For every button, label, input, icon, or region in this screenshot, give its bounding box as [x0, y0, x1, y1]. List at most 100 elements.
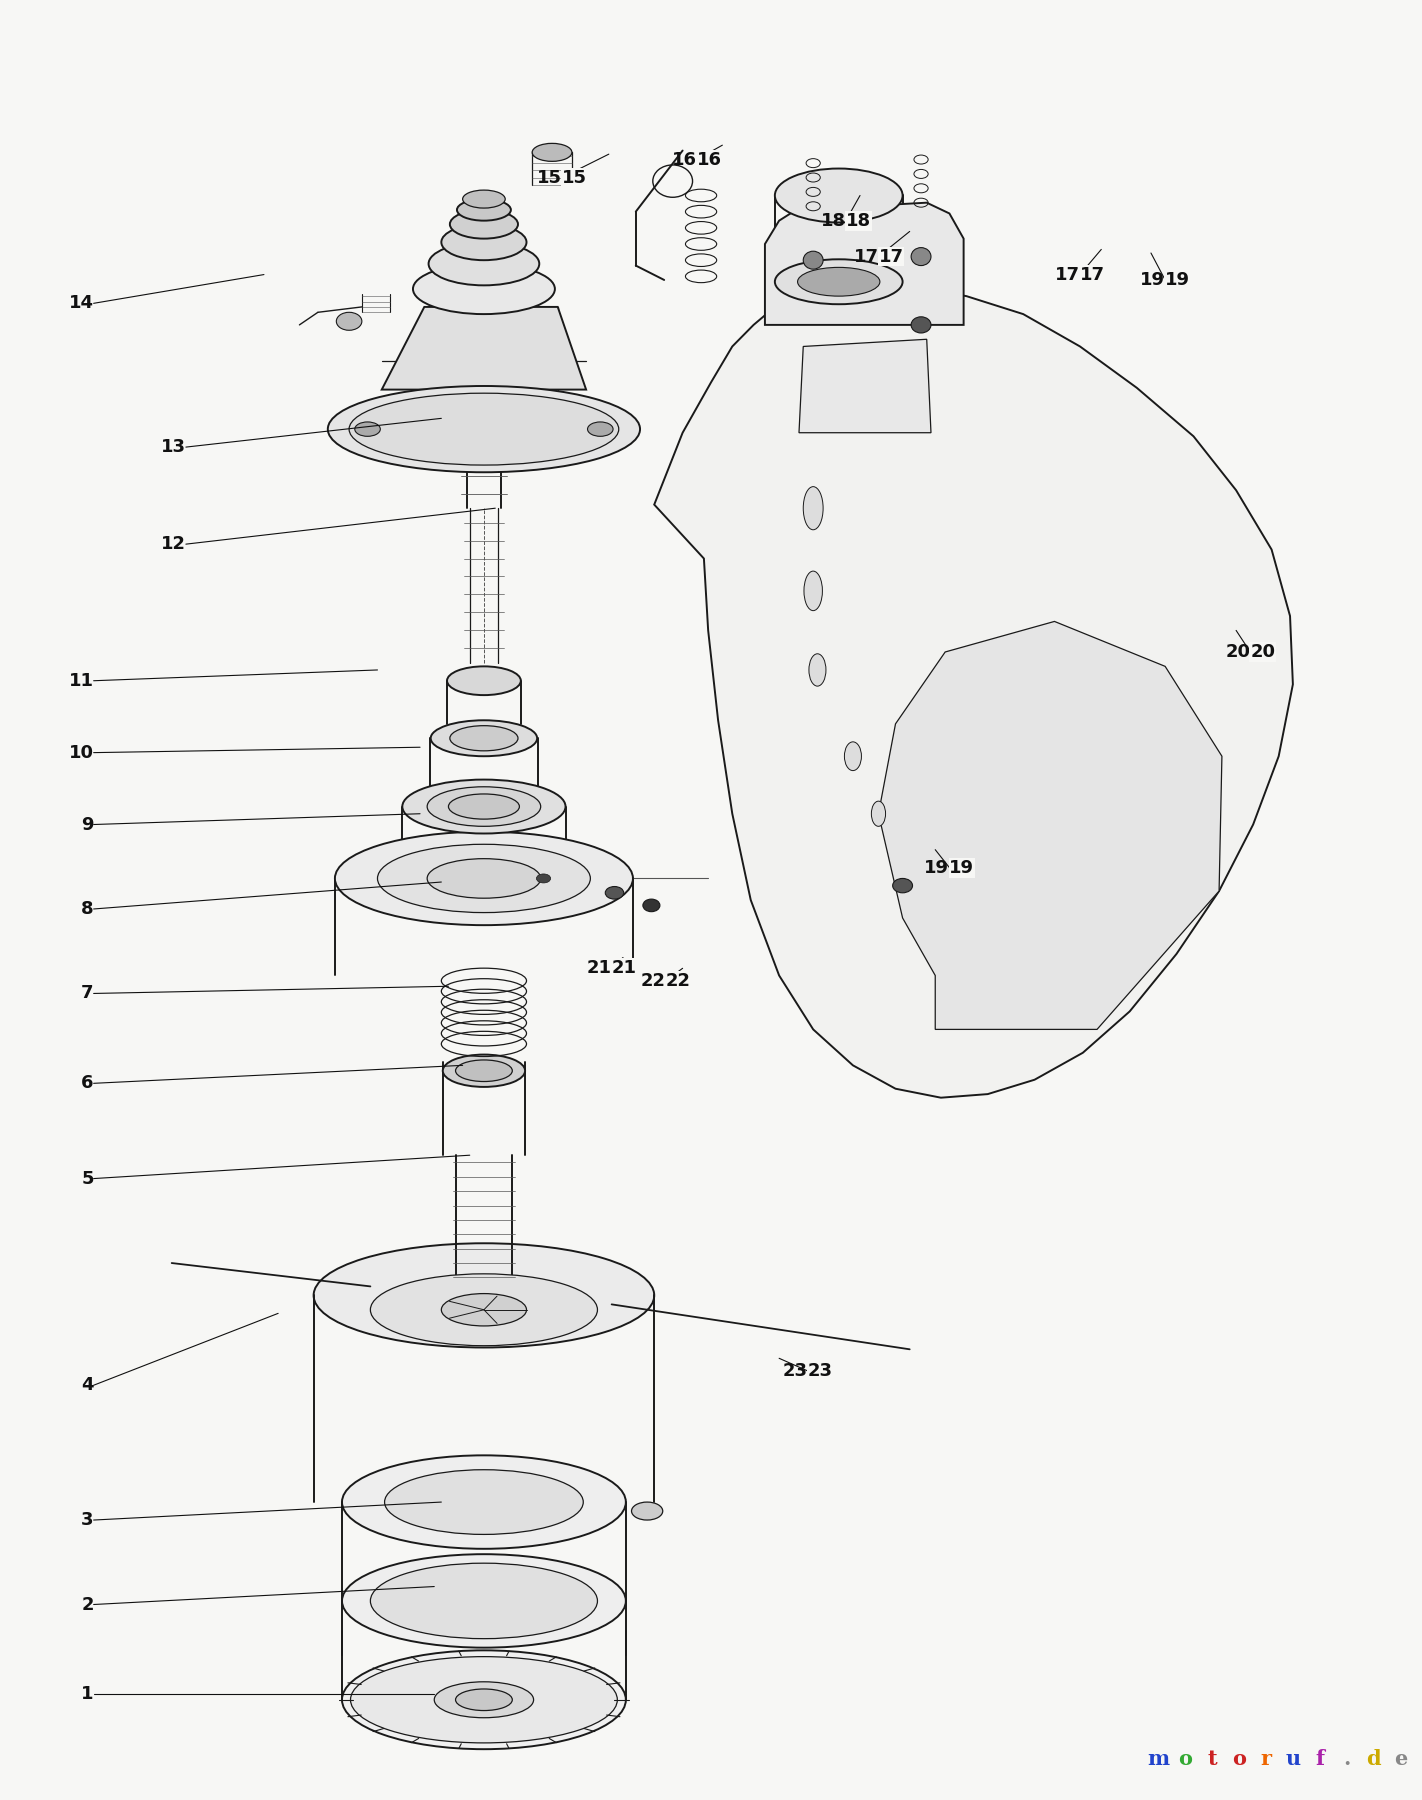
Ellipse shape [532, 144, 572, 162]
Ellipse shape [456, 200, 510, 221]
Ellipse shape [775, 259, 903, 304]
Text: m: m [1148, 1750, 1169, 1769]
Text: 19: 19 [1140, 272, 1165, 290]
Ellipse shape [441, 225, 526, 261]
Text: 5: 5 [81, 1170, 94, 1188]
Ellipse shape [455, 1060, 512, 1082]
Ellipse shape [348, 392, 619, 464]
Ellipse shape [384, 1471, 583, 1534]
Text: 6: 6 [81, 1075, 94, 1093]
Text: 16: 16 [671, 151, 697, 169]
Text: 13: 13 [161, 437, 186, 455]
Ellipse shape [328, 385, 640, 472]
Ellipse shape [370, 1274, 597, 1346]
Ellipse shape [803, 571, 822, 610]
Text: e: e [1394, 1750, 1408, 1769]
Text: 12: 12 [161, 535, 186, 553]
Ellipse shape [427, 787, 540, 826]
Ellipse shape [803, 252, 823, 270]
Ellipse shape [775, 169, 903, 223]
Text: 19: 19 [950, 859, 974, 877]
Text: 2: 2 [81, 1595, 94, 1613]
Ellipse shape [448, 794, 519, 819]
Text: 19: 19 [924, 859, 950, 877]
Polygon shape [765, 203, 964, 324]
Text: f: f [1315, 1750, 1324, 1769]
Ellipse shape [912, 317, 931, 333]
Ellipse shape [449, 211, 518, 239]
Text: 21: 21 [587, 959, 611, 977]
Text: 17: 17 [1055, 266, 1079, 284]
Text: 15: 15 [562, 169, 587, 187]
Ellipse shape [803, 486, 823, 529]
Text: 8: 8 [81, 900, 94, 918]
Text: o: o [1177, 1750, 1192, 1769]
Text: 17: 17 [879, 248, 903, 266]
Ellipse shape [427, 859, 540, 898]
Ellipse shape [350, 1656, 617, 1742]
Ellipse shape [536, 875, 550, 884]
Text: t: t [1207, 1750, 1217, 1769]
Text: 16: 16 [697, 151, 722, 169]
Ellipse shape [631, 1501, 663, 1519]
Ellipse shape [377, 844, 590, 913]
Ellipse shape [893, 878, 913, 893]
Text: 1: 1 [81, 1685, 94, 1703]
Text: 20: 20 [1226, 643, 1250, 661]
Ellipse shape [343, 1553, 626, 1647]
Text: 17: 17 [853, 248, 879, 266]
Ellipse shape [354, 421, 380, 436]
Text: 22: 22 [665, 972, 691, 990]
Text: o: o [1231, 1750, 1246, 1769]
Ellipse shape [587, 421, 613, 436]
Polygon shape [879, 621, 1221, 1030]
Text: 20: 20 [1250, 643, 1276, 661]
Ellipse shape [872, 801, 886, 826]
Text: 3: 3 [81, 1510, 94, 1528]
Text: 11: 11 [68, 671, 94, 689]
Polygon shape [381, 308, 586, 389]
Text: 15: 15 [538, 169, 562, 187]
Ellipse shape [431, 720, 538, 756]
Ellipse shape [447, 666, 520, 695]
Text: 23: 23 [808, 1363, 832, 1381]
Ellipse shape [336, 832, 633, 925]
Text: 18: 18 [846, 212, 870, 230]
Text: 17: 17 [1079, 266, 1105, 284]
Text: .: . [1344, 1750, 1351, 1769]
Ellipse shape [314, 1244, 654, 1348]
Text: 4: 4 [81, 1377, 94, 1395]
Ellipse shape [798, 268, 880, 297]
Ellipse shape [462, 191, 505, 209]
Text: 14: 14 [68, 295, 94, 313]
Ellipse shape [343, 1456, 626, 1548]
Ellipse shape [845, 742, 862, 770]
Text: 9: 9 [81, 815, 94, 833]
Ellipse shape [337, 313, 361, 329]
Ellipse shape [809, 653, 826, 686]
Ellipse shape [606, 887, 624, 900]
Text: d: d [1367, 1750, 1381, 1769]
Ellipse shape [455, 1688, 512, 1710]
Text: u: u [1285, 1750, 1301, 1769]
Ellipse shape [441, 1294, 526, 1327]
Ellipse shape [412, 265, 555, 315]
Text: 7: 7 [81, 985, 94, 1003]
Ellipse shape [449, 725, 518, 751]
Ellipse shape [434, 1681, 533, 1717]
Ellipse shape [370, 1562, 597, 1638]
Ellipse shape [912, 248, 931, 266]
Text: 22: 22 [640, 972, 665, 990]
Ellipse shape [343, 1651, 626, 1750]
Text: r: r [1260, 1750, 1271, 1769]
Text: 21: 21 [611, 959, 637, 977]
Ellipse shape [442, 1055, 525, 1087]
Text: 19: 19 [1165, 272, 1190, 290]
Polygon shape [654, 290, 1293, 1098]
Ellipse shape [643, 900, 660, 911]
Text: 23: 23 [782, 1363, 808, 1381]
Polygon shape [799, 338, 931, 432]
Ellipse shape [402, 779, 566, 833]
Ellipse shape [428, 243, 539, 286]
Text: 10: 10 [68, 743, 94, 761]
